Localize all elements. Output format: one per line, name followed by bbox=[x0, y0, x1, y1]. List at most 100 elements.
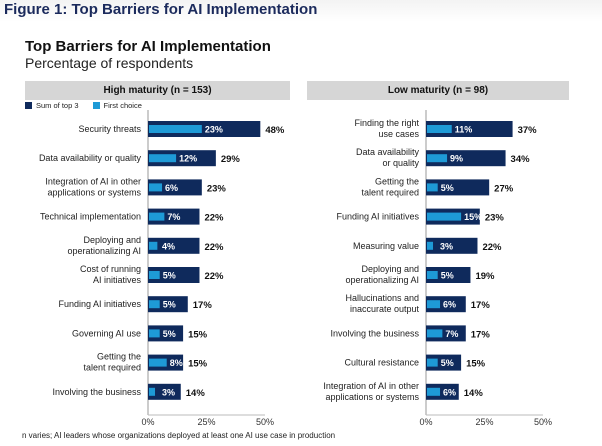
sum-of-top3-value-label: 15% bbox=[188, 329, 208, 340]
sum-of-top3-value-label: 22% bbox=[482, 242, 502, 253]
category-label: Funding AI initiatives bbox=[336, 212, 419, 222]
bar-first-choice bbox=[149, 183, 163, 192]
category-label: Involving the business bbox=[52, 387, 141, 397]
legend-swatch-sum-of-top3 bbox=[25, 102, 32, 109]
legend-label-sum-of-top3: Sum of top 3 bbox=[36, 101, 79, 110]
first-choice-value-label: 15% bbox=[464, 212, 482, 222]
category-label: Security threats bbox=[78, 124, 141, 134]
first-choice-value-label: 3% bbox=[440, 241, 453, 251]
category-label: Finding the right bbox=[354, 118, 419, 128]
bar-sum-of-top3 bbox=[148, 237, 200, 254]
first-choice-value-label: 7% bbox=[167, 212, 180, 222]
sum-of-top3-value-label: 22% bbox=[204, 271, 224, 282]
chart-subtitle: Percentage of respondents bbox=[25, 55, 194, 71]
category-label: applications or systems bbox=[47, 187, 141, 197]
sum-of-top3-value-label: 22% bbox=[204, 213, 224, 224]
category-label: applications or systems bbox=[325, 392, 419, 402]
first-choice-value-label: 3% bbox=[162, 387, 175, 397]
bar-first-choice bbox=[427, 183, 438, 192]
sum-of-top3-value-label: 34% bbox=[511, 154, 531, 165]
category-label: talent required bbox=[361, 187, 419, 197]
first-choice-value-label: 6% bbox=[165, 183, 178, 193]
bar-first-choice bbox=[149, 241, 158, 250]
sum-of-top3-value-label: 15% bbox=[188, 359, 208, 370]
bar-first-choice bbox=[427, 271, 438, 279]
x-tick-label: 50% bbox=[256, 417, 274, 427]
category-label: use cases bbox=[378, 129, 419, 139]
category-label: Cost of running bbox=[80, 264, 141, 274]
bar-first-choice bbox=[149, 387, 156, 396]
sum-of-top3-value-label: 37% bbox=[518, 125, 538, 136]
category-label: Data availability or quality bbox=[39, 153, 142, 163]
sum-of-top3-value-label: 14% bbox=[186, 388, 206, 399]
first-choice-value-label: 5% bbox=[163, 329, 176, 339]
bar-first-choice bbox=[427, 329, 443, 338]
first-choice-value-label: 8% bbox=[170, 358, 183, 368]
bar-first-choice bbox=[149, 300, 160, 309]
bar-first-choice bbox=[427, 358, 438, 367]
bar-first-choice bbox=[149, 329, 160, 338]
figure-title-band bbox=[0, 0, 602, 22]
sum-of-top3-value-label: 27% bbox=[494, 183, 514, 194]
category-label: inaccurate output bbox=[350, 304, 420, 314]
chart-title: Top Barriers for AI Implementation bbox=[25, 38, 271, 55]
bar-first-choice bbox=[149, 358, 167, 367]
bar-sum-of-top3 bbox=[426, 237, 478, 254]
sum-of-top3-value-label: 17% bbox=[471, 329, 491, 340]
figure-title: Figure 1: Top Barriers for AI Implementa… bbox=[4, 1, 318, 18]
category-label: Hallucinations and bbox=[345, 293, 419, 303]
first-choice-value-label: 6% bbox=[443, 300, 456, 310]
category-label: talent required bbox=[83, 363, 141, 373]
category-label: Deploying and bbox=[83, 235, 141, 245]
sum-of-top3-value-label: 48% bbox=[265, 125, 285, 136]
first-choice-value-label: 23% bbox=[205, 125, 223, 135]
bar-sum-of-top3 bbox=[426, 179, 490, 196]
category-label: operationalizing AI bbox=[67, 246, 141, 256]
bar-first-choice bbox=[149, 154, 177, 163]
bar-sum-of-top3 bbox=[148, 383, 181, 400]
bar-first-choice bbox=[427, 212, 462, 221]
bar-first-choice bbox=[427, 241, 434, 250]
bar-first-choice bbox=[427, 154, 448, 163]
category-label: Involving the business bbox=[330, 328, 419, 338]
category-label: Deploying and bbox=[361, 264, 419, 274]
category-label: operationalizing AI bbox=[345, 275, 419, 285]
sum-of-top3-value-label: 17% bbox=[193, 300, 213, 311]
sum-of-top3-value-label: 22% bbox=[204, 242, 224, 253]
bar-first-choice bbox=[149, 271, 160, 279]
sum-of-top3-value-label: 17% bbox=[471, 300, 491, 311]
first-choice-value-label: 11% bbox=[455, 125, 473, 135]
first-choice-value-label: 5% bbox=[441, 183, 454, 193]
x-tick-label: 0% bbox=[419, 417, 432, 427]
first-choice-value-label: 7% bbox=[445, 329, 458, 339]
x-tick-label: 0% bbox=[141, 417, 154, 427]
panel-header-low-maturity: Low maturity (n = 98) bbox=[307, 81, 569, 100]
first-choice-value-label: 5% bbox=[163, 271, 176, 281]
category-label: Data availability bbox=[356, 147, 420, 157]
category-label: Integration of AI in other bbox=[45, 176, 141, 186]
first-choice-value-label: 12% bbox=[179, 154, 197, 164]
first-choice-value-label: 4% bbox=[162, 241, 175, 251]
category-label: Cultural resistance bbox=[344, 358, 419, 368]
x-tick-label: 25% bbox=[197, 417, 215, 427]
category-label: Integration of AI in other bbox=[323, 381, 419, 391]
bar-sum-of-top3 bbox=[148, 267, 200, 283]
bar-first-choice bbox=[149, 125, 202, 133]
category-label: Funding AI initiatives bbox=[58, 299, 141, 309]
bar-first-choice bbox=[149, 212, 165, 221]
category-label: or quality bbox=[382, 158, 419, 168]
category-label: Governing AI use bbox=[72, 328, 141, 338]
x-tick-label: 50% bbox=[534, 417, 552, 427]
category-label: AI initiatives bbox=[93, 275, 142, 285]
x-tick-label: 25% bbox=[475, 417, 493, 427]
first-choice-value-label: 9% bbox=[450, 154, 463, 164]
bar-first-choice bbox=[427, 387, 441, 396]
first-choice-value-label: 5% bbox=[163, 300, 176, 310]
footnote: n varies; AI leaders whose organizations… bbox=[22, 431, 336, 440]
sum-of-top3-value-label: 14% bbox=[464, 388, 484, 399]
sum-of-top3-value-label: 15% bbox=[466, 359, 486, 370]
category-label: Getting the bbox=[375, 176, 419, 186]
first-choice-value-label: 5% bbox=[441, 358, 454, 368]
legend: Sum of top 3 First choice bbox=[25, 101, 142, 110]
